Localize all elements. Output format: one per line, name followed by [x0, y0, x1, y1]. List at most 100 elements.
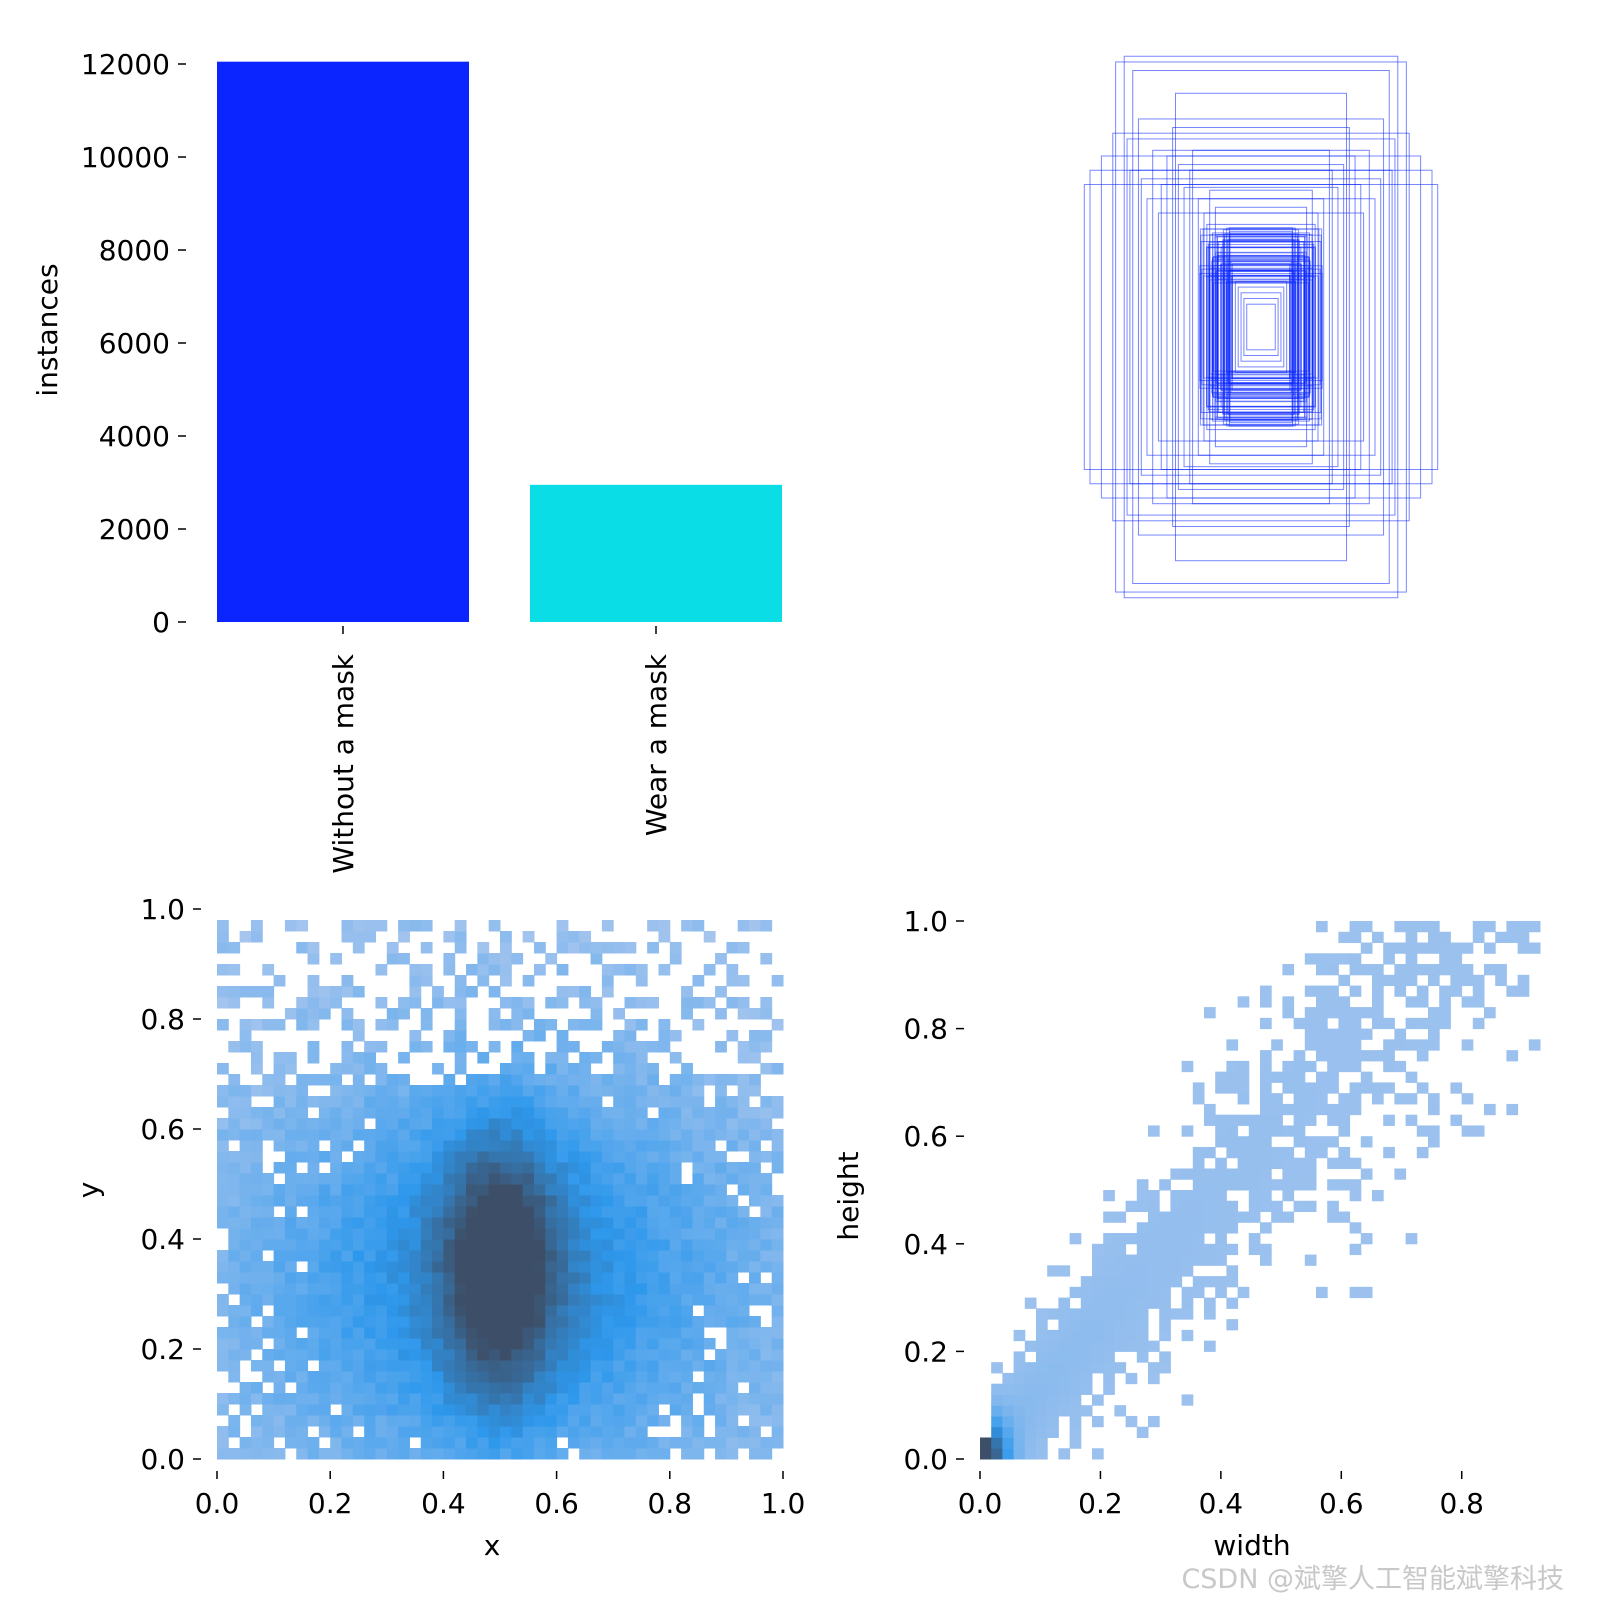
heat-cell	[737, 1338, 750, 1350]
heat-cell	[703, 1316, 716, 1328]
heat-cell	[296, 1415, 309, 1427]
heat-cell	[341, 1019, 354, 1031]
heat-cell	[1428, 1103, 1440, 1116]
heat-cell	[1405, 921, 1418, 933]
heat-cell	[352, 1195, 365, 1207]
bbox-23	[1234, 280, 1288, 374]
heat-cell	[420, 1118, 433, 1130]
heat-cell	[522, 1052, 535, 1064]
heat-cell	[1036, 1426, 1048, 1438]
heat-cell	[715, 1184, 727, 1196]
heat-cell	[647, 1195, 659, 1207]
heat-cell	[624, 1151, 637, 1163]
heat-cell	[1002, 1394, 1015, 1406]
bbox-inner	[1206, 247, 1316, 407]
heat-cell	[635, 1239, 648, 1251]
heat-cell	[635, 964, 648, 976]
heat-cell	[556, 1382, 569, 1394]
heat-cell	[726, 1393, 739, 1405]
heat-cell	[1024, 1437, 1037, 1449]
heat-cell	[1114, 1308, 1127, 1320]
heat-cell	[601, 1437, 614, 1449]
heat-cell	[522, 1217, 535, 1229]
heat-cell	[760, 1217, 773, 1229]
heat-cell	[1293, 1017, 1306, 1030]
heat-cell	[511, 1426, 524, 1438]
heat-cell	[647, 1338, 659, 1350]
heat-cell	[1103, 1211, 1115, 1223]
bbox-inner	[1230, 260, 1292, 394]
heat-cell	[726, 1173, 739, 1185]
x-tick-label: 0.6	[1319, 1487, 1364, 1520]
heat-cell	[375, 1239, 388, 1251]
heat-cell	[1316, 921, 1328, 933]
heat-cell	[398, 1173, 410, 1185]
heat-cell	[601, 1239, 614, 1251]
heat-cell	[239, 1030, 252, 1042]
heat-cell	[635, 1063, 648, 1075]
heat-cell	[590, 1250, 603, 1262]
heat-cell	[590, 942, 603, 954]
heat-cell	[715, 1382, 727, 1394]
heat-cell	[556, 1448, 569, 1460]
heat-cell	[579, 1184, 592, 1196]
heat-cell	[307, 1338, 320, 1350]
x-tick-label: 0.8	[648, 1487, 693, 1520]
heat-cell	[1248, 1190, 1261, 1202]
bbox-inner	[1208, 241, 1314, 413]
heat-cell	[398, 1151, 410, 1163]
heat-cell	[386, 1404, 399, 1416]
heat-cell	[771, 1338, 784, 1350]
heat-cell	[1394, 942, 1407, 954]
heat-cell	[1260, 1114, 1272, 1126]
heat-cell	[1428, 942, 1440, 954]
heat-cell	[1192, 1146, 1205, 1159]
heat-cell	[749, 1294, 761, 1306]
heat-cell	[454, 920, 467, 932]
heat-cell	[590, 1239, 603, 1251]
heat-cell	[432, 1173, 444, 1185]
heat-cell	[250, 931, 263, 943]
heat-cell	[1495, 974, 1507, 987]
heat-cell	[771, 1415, 784, 1427]
heat-cell	[307, 986, 320, 998]
heat-cell	[1125, 1319, 1138, 1331]
heat-cell	[318, 1393, 331, 1405]
heat-cell	[715, 1074, 727, 1086]
heat-cell	[579, 1426, 592, 1438]
heat-cell	[228, 1327, 241, 1339]
heat-cell	[1058, 1308, 1071, 1320]
heat-cell	[250, 1195, 263, 1207]
heat-cell	[681, 1360, 693, 1372]
heat-cell	[624, 1217, 637, 1229]
heat-cell	[1293, 1071, 1306, 1083]
heat-cell	[420, 1261, 433, 1273]
heat-cell	[1338, 1103, 1351, 1116]
heat-cell	[488, 1228, 501, 1240]
heat-cell	[1394, 1093, 1407, 1105]
heat-cell	[545, 1250, 558, 1262]
heat-cell	[1416, 1082, 1429, 1094]
heat-cell	[737, 1327, 750, 1339]
heat-cell	[217, 1173, 229, 1185]
heat-cell	[1204, 1222, 1216, 1234]
heat-cell	[250, 1305, 263, 1317]
heat-cell	[273, 1338, 286, 1350]
heat-cell	[545, 1019, 558, 1031]
heat-cell	[488, 964, 501, 976]
heat-cell	[749, 1140, 761, 1152]
heat-cell	[1092, 1362, 1104, 1374]
heat-cell	[1148, 1286, 1160, 1299]
heat-cell	[341, 1008, 354, 1020]
heat-cell	[1002, 1383, 1015, 1395]
heat-cell	[1360, 1233, 1373, 1245]
heat-cell	[1170, 1211, 1183, 1223]
heat-cell	[715, 1206, 727, 1218]
heat-cell	[443, 1261, 456, 1273]
heat-cell	[1338, 1007, 1351, 1019]
heat-cell	[239, 1184, 252, 1196]
heat-cell	[703, 1162, 716, 1174]
heat-cell	[466, 1239, 478, 1251]
heat-cell	[522, 1206, 535, 1218]
heat-cell	[737, 1404, 750, 1416]
